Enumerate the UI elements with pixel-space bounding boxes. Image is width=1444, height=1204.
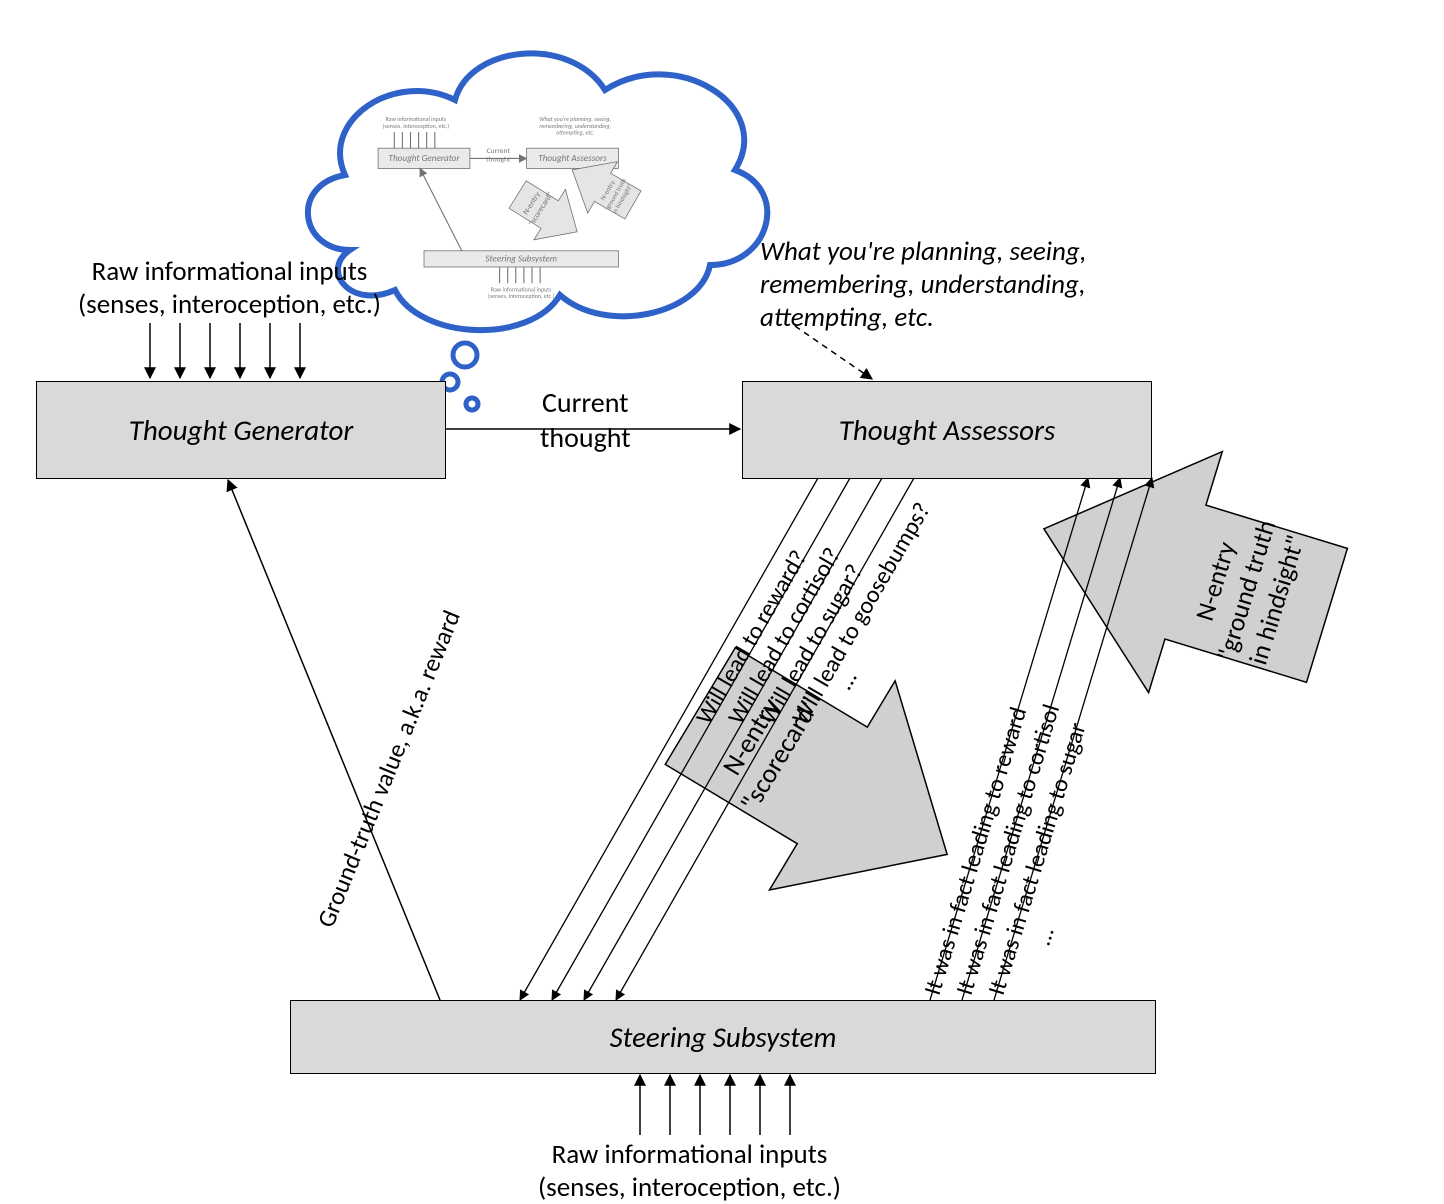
thought-generator-box: Thought Generator [36, 381, 446, 479]
steering-subsystem-box: Steering Subsystem [290, 1000, 1156, 1074]
svg-text:(senses, interoception, etc.): (senses, interoception, etc.) [488, 292, 555, 300]
steering-subsystem-label: Steering Subsystem [610, 1019, 837, 1055]
svg-text:thought: thought [486, 156, 511, 165]
thought-bubble: Thought Generator Thought Assessors Curr… [308, 53, 767, 410]
svg-text:Thought Generator: Thought Generator [388, 153, 460, 164]
svg-text:Thought Assessors: Thought Assessors [538, 153, 607, 164]
thought-generator-label: Thought Generator [129, 412, 354, 448]
raw-inputs-top-label: Raw informational inputs (senses, intero… [78, 255, 381, 321]
raw-input-arrows-bottom [640, 1075, 790, 1135]
svg-text:(senses, interoception, etc.): (senses, interoception, etc.) [383, 122, 450, 130]
raw-input-arrows-top [150, 323, 300, 378]
current-thought-label: Current thought [540, 385, 631, 455]
thought-assessors-label: Thought Assessors [839, 412, 1056, 448]
svg-text:attempting, etc.: attempting, etc. [556, 129, 594, 137]
svg-text:Current: Current [487, 147, 511, 156]
raw-inputs-bottom-label: Raw informational inputs (senses, intero… [538, 1138, 841, 1204]
planning-caption: What you're planning, seeing, rememberin… [760, 235, 1087, 334]
svg-text:Steering Subsystem: Steering Subsystem [485, 254, 557, 265]
thought-assessors-box: Thought Assessors [742, 381, 1152, 479]
